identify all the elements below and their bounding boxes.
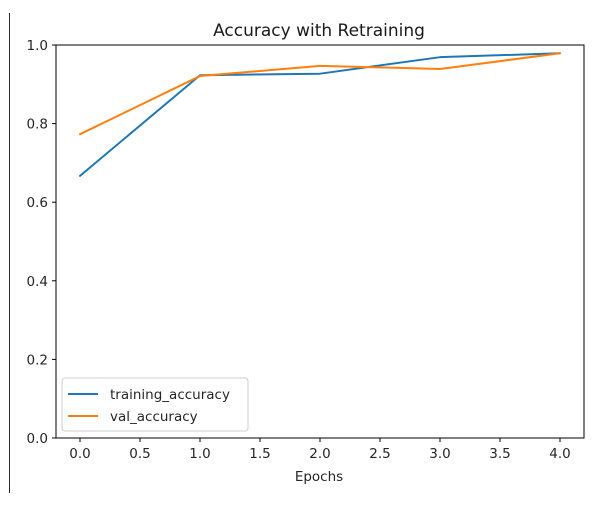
- y-tick-label: 0.6: [27, 195, 48, 211]
- y-tick-label: 0.0: [27, 431, 48, 447]
- series-lines: [79, 52, 561, 177]
- x-tick-label: 3.0: [429, 446, 450, 462]
- x-tick-label: 1.5: [249, 446, 270, 462]
- x-tick-label: 2.0: [309, 446, 330, 462]
- x-tick-label: 2.5: [369, 446, 390, 462]
- y-tick-label: 0.8: [27, 117, 48, 133]
- legend-label: training_accuracy: [110, 387, 230, 403]
- chart-title: Accuracy with Retraining: [213, 21, 425, 41]
- legend-label: val_accuracy: [110, 409, 198, 425]
- series-line-training-accuracy: [79, 52, 561, 177]
- x-tick-label: 0.5: [129, 446, 150, 462]
- x-axis-ticks: 0.0 0.5 1.0 1.5 2.0 2.5 3.0 3.5 4.0: [69, 438, 571, 462]
- legend: training_accuracy val_accuracy: [61, 377, 249, 432]
- x-axis-label: Epochs: [295, 469, 343, 485]
- y-tick-label: 0.4: [27, 274, 48, 290]
- series-line-val-accuracy: [79, 52, 561, 136]
- x-tick-label: 3.5: [489, 446, 510, 462]
- cell-divider: [9, 13, 10, 493]
- y-axis-ticks: 0.0 0.2 0.4 0.6 0.8 1.0: [27, 38, 56, 447]
- y-tick-label: 0.2: [27, 352, 48, 368]
- x-tick-label: 1.0: [189, 446, 210, 462]
- x-tick-label: 4.0: [549, 446, 570, 462]
- y-tick-label: 1.0: [27, 38, 48, 54]
- legend-box: [61, 377, 249, 432]
- x-tick-label: 0.0: [69, 446, 90, 462]
